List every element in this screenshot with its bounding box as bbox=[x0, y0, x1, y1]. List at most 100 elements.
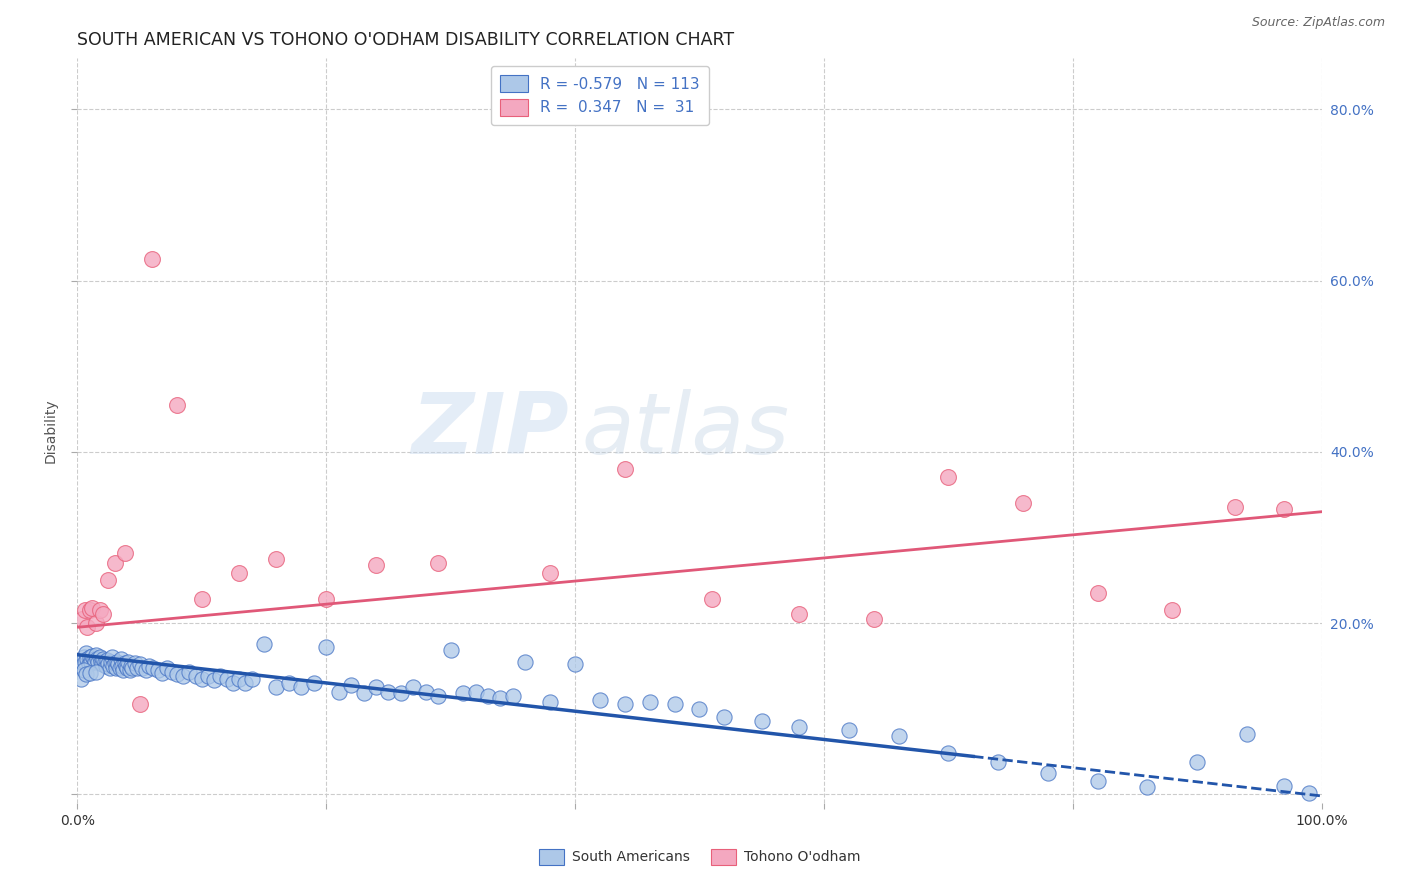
Point bbox=[751, 714, 773, 729]
Point bbox=[96, 653, 118, 667]
Point bbox=[451, 686, 474, 700]
Point bbox=[1298, 785, 1320, 799]
Point bbox=[112, 663, 135, 677]
Point bbox=[787, 607, 810, 622]
Text: SOUTH AMERICAN VS TOHONO O'ODHAM DISABILITY CORRELATION CHART: SOUTH AMERICAN VS TOHONO O'ODHAM DISABIL… bbox=[77, 31, 734, 49]
Point bbox=[613, 698, 636, 712]
Point bbox=[101, 650, 124, 665]
Point bbox=[93, 607, 115, 622]
Point bbox=[135, 663, 157, 677]
Point bbox=[172, 669, 194, 683]
Point bbox=[377, 684, 399, 698]
Point bbox=[90, 655, 112, 669]
Point bbox=[315, 592, 337, 607]
Point bbox=[700, 592, 723, 607]
Point bbox=[402, 680, 425, 694]
Legend: South Americans, Tohono O'odham: South Americans, Tohono O'odham bbox=[533, 843, 866, 871]
Point bbox=[114, 657, 136, 671]
Point bbox=[84, 615, 107, 630]
Point bbox=[87, 655, 110, 669]
Point bbox=[138, 658, 160, 673]
Point bbox=[72, 655, 94, 669]
Point bbox=[128, 657, 150, 672]
Point bbox=[131, 660, 153, 674]
Point bbox=[80, 655, 103, 669]
Point bbox=[118, 663, 141, 677]
Point bbox=[76, 652, 98, 666]
Point bbox=[75, 667, 97, 681]
Point bbox=[72, 612, 94, 626]
Point bbox=[936, 470, 959, 484]
Point bbox=[1136, 780, 1159, 795]
Point bbox=[100, 655, 122, 669]
Point bbox=[228, 566, 250, 581]
Point bbox=[502, 689, 524, 703]
Point bbox=[142, 660, 165, 674]
Point bbox=[290, 680, 312, 694]
Point bbox=[389, 686, 412, 700]
Point bbox=[538, 695, 561, 709]
Point bbox=[477, 689, 499, 703]
Point bbox=[191, 592, 214, 607]
Point bbox=[160, 665, 183, 679]
Point bbox=[73, 603, 96, 617]
Point bbox=[84, 648, 107, 662]
Point bbox=[427, 689, 450, 703]
Point bbox=[253, 637, 276, 651]
Point bbox=[564, 657, 586, 672]
Point bbox=[838, 723, 860, 737]
Point bbox=[936, 746, 959, 760]
Point bbox=[787, 721, 810, 735]
Point bbox=[1161, 603, 1184, 617]
Point bbox=[79, 603, 101, 617]
Point bbox=[713, 710, 735, 724]
Point bbox=[124, 657, 146, 671]
Point bbox=[1036, 765, 1059, 780]
Point bbox=[70, 672, 93, 686]
Point bbox=[439, 643, 461, 657]
Point bbox=[266, 551, 288, 566]
Point bbox=[415, 684, 437, 698]
Point bbox=[179, 665, 201, 679]
Point bbox=[97, 573, 120, 587]
Point bbox=[103, 658, 125, 673]
Point bbox=[117, 655, 139, 669]
Point bbox=[105, 655, 128, 669]
Point bbox=[84, 665, 107, 679]
Text: atlas: atlas bbox=[581, 389, 789, 472]
Point bbox=[89, 650, 111, 665]
Point bbox=[1087, 774, 1109, 789]
Point bbox=[315, 640, 337, 654]
Point bbox=[77, 657, 100, 672]
Point bbox=[110, 652, 132, 666]
Point bbox=[328, 684, 350, 698]
Point bbox=[83, 652, 105, 666]
Point bbox=[89, 603, 111, 617]
Point bbox=[141, 252, 163, 267]
Point bbox=[72, 650, 94, 665]
Point bbox=[82, 600, 104, 615]
Point bbox=[464, 684, 486, 698]
Point bbox=[104, 556, 127, 570]
Point bbox=[93, 652, 115, 666]
Point bbox=[277, 676, 299, 690]
Point bbox=[1223, 500, 1246, 515]
Point bbox=[515, 655, 537, 669]
Point bbox=[98, 660, 121, 674]
Point bbox=[97, 657, 120, 672]
Point bbox=[91, 657, 114, 672]
Point bbox=[150, 665, 173, 680]
Point bbox=[86, 652, 108, 666]
Point bbox=[664, 698, 686, 712]
Point bbox=[353, 686, 375, 700]
Point bbox=[427, 556, 450, 570]
Point bbox=[108, 660, 131, 674]
Point bbox=[222, 676, 245, 690]
Point bbox=[887, 729, 910, 743]
Point bbox=[489, 691, 512, 706]
Point bbox=[215, 672, 238, 686]
Point bbox=[114, 546, 136, 560]
Point bbox=[93, 655, 115, 669]
Point bbox=[191, 672, 214, 686]
Point bbox=[364, 680, 387, 694]
